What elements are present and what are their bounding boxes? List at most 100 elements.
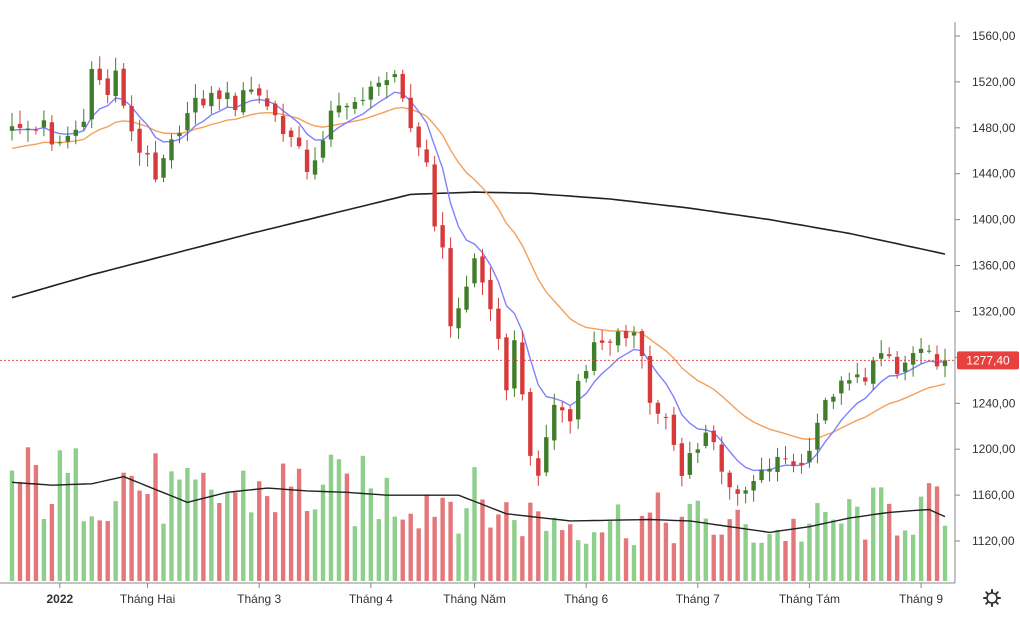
- volume-bar: [384, 477, 389, 581]
- time-axis[interactable]: 2022 Tháng Hai Tháng 3 Tháng 4 Tháng Năm Thán…: [46, 583, 943, 606]
- volume-bar: [81, 521, 86, 581]
- candle: [9, 112, 15, 141]
- candle: [727, 470, 732, 500]
- last-price-label: 1277,40: [966, 353, 1010, 367]
- volume-bar: [775, 529, 780, 581]
- volume-bar: [679, 516, 685, 581]
- price-tick-label: 1400,00: [972, 213, 1016, 227]
- volume-bar: [528, 502, 533, 581]
- candle: [296, 125, 302, 149]
- candle: [583, 364, 589, 383]
- price-tick-label: 1120,00: [972, 534, 1015, 548]
- volume-bar: [583, 543, 589, 581]
- candle: [185, 101, 190, 142]
- candle: [855, 362, 860, 384]
- candle: [847, 372, 852, 391]
- volume-bar: [647, 512, 653, 581]
- candle: [97, 56, 102, 85]
- volume-bar: [735, 509, 740, 581]
- volume-bar: [751, 542, 756, 581]
- candle: [225, 81, 230, 108]
- volume-ma-line: [11, 475, 946, 534]
- time-tick-label: Tháng 9: [899, 592, 943, 606]
- volume-bar: [663, 522, 669, 581]
- price-tick-label: 1560,00: [972, 29, 1016, 43]
- volume-bar: [639, 515, 645, 581]
- volume-bar: [496, 514, 501, 581]
- candle: [233, 92, 238, 117]
- volume-bar: [759, 542, 764, 581]
- volume-bar: [727, 519, 732, 581]
- volume-bar: [575, 540, 581, 581]
- volume-bar: [607, 521, 613, 581]
- volume-bar: [272, 512, 278, 581]
- candle: [464, 275, 469, 313]
- candle: [480, 248, 485, 296]
- volume-bar: [504, 502, 509, 581]
- volume-bar: [400, 519, 405, 581]
- volume-bar: [671, 543, 677, 581]
- volume-bar: [288, 486, 294, 581]
- volume-bar: [448, 501, 453, 581]
- candle: [520, 331, 525, 401]
- price-tick-label: 1360,00: [972, 259, 1016, 273]
- volume-bar: [177, 479, 182, 581]
- time-tick-label: Tháng Năm: [443, 592, 506, 606]
- volume-bar: [934, 486, 940, 581]
- volume-bar: [57, 450, 63, 581]
- volume-bar: [871, 487, 876, 581]
- volume-bar: [416, 528, 421, 581]
- volume-bar: [568, 524, 573, 581]
- candle: [73, 120, 78, 145]
- candle: [671, 406, 677, 451]
- candle: [121, 63, 126, 109]
- candle: [823, 397, 828, 424]
- volume-bar: [815, 503, 820, 581]
- volume-bar: [831, 519, 836, 581]
- volume-bar: [312, 509, 318, 581]
- volume-bar: [799, 541, 804, 581]
- ma-fast-line: [11, 91, 946, 472]
- time-tick-label: Tháng 3: [237, 592, 281, 606]
- volume-bar: [440, 497, 445, 581]
- volume-bar: [942, 525, 948, 581]
- candle: [432, 155, 437, 232]
- candle: [839, 376, 844, 405]
- volume-bar: [336, 459, 342, 581]
- candle: [193, 84, 198, 125]
- candle: [910, 346, 916, 377]
- volume-bar: [408, 513, 413, 581]
- volume-bar: [320, 484, 326, 581]
- moving-averages: [11, 91, 946, 472]
- candle: [137, 119, 142, 166]
- candle: [639, 328, 645, 369]
- candle: [560, 401, 565, 423]
- volume-bar: [137, 490, 142, 581]
- volume-bar: [432, 516, 437, 581]
- candle: [360, 87, 366, 106]
- candle: [416, 122, 421, 157]
- settings-gear-icon[interactable]: [983, 589, 1001, 607]
- volume-bar: [894, 535, 900, 581]
- volume-bar: [424, 494, 429, 581]
- volume-bar: [376, 519, 382, 581]
- volume-bar: [25, 447, 31, 581]
- volume-bar: [153, 453, 158, 581]
- candle: [264, 89, 270, 111]
- volume-bar: [863, 539, 868, 581]
- volume-bar: [73, 448, 78, 581]
- volume-bar: [902, 530, 908, 581]
- candle: [392, 69, 397, 83]
- price-tick-label: 1160,00: [972, 488, 1015, 502]
- volume-bar: [552, 517, 557, 581]
- volume-bar: [783, 540, 788, 581]
- volume-bar: [264, 496, 270, 581]
- volume-bar: [352, 526, 358, 581]
- time-tick-label: Tháng 6: [564, 592, 608, 606]
- price-candles: [9, 56, 948, 506]
- volume-bar: [121, 472, 126, 581]
- price-tick-label: 1240,00: [972, 396, 1016, 410]
- volume-bar: [615, 504, 621, 581]
- volume-bar: [89, 516, 94, 581]
